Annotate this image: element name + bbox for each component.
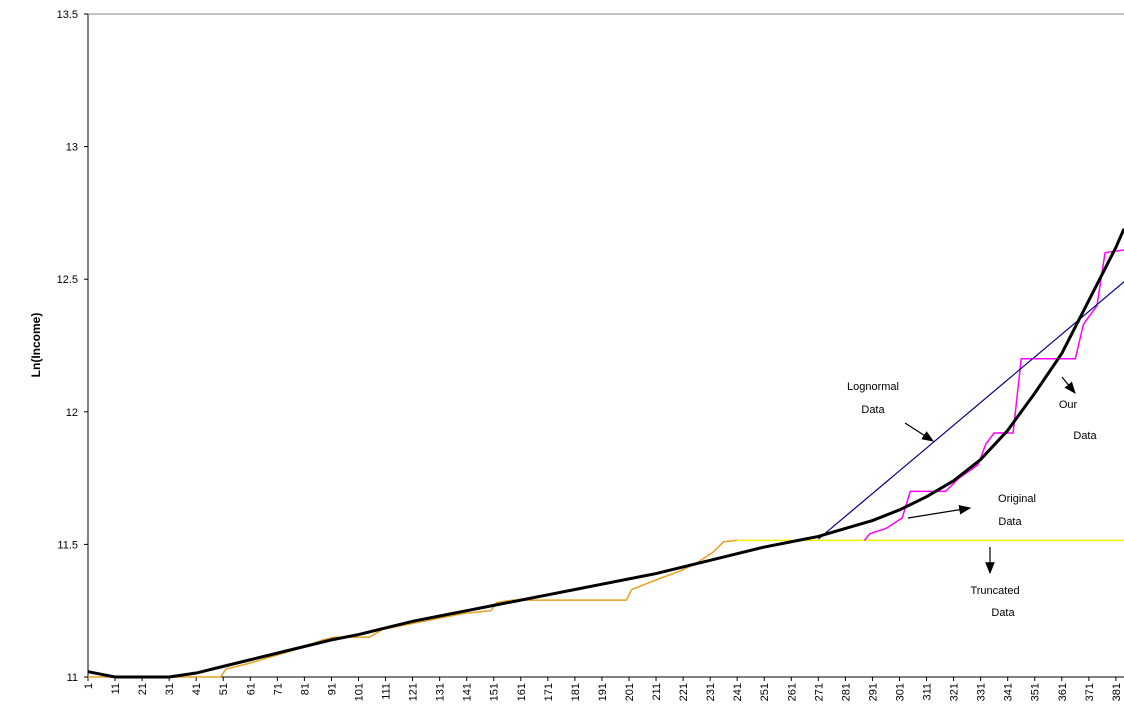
x-tick-label: 101 [353,683,365,701]
x-tick-label: 311 [922,683,934,701]
x-tick-label: 211 [651,683,663,701]
x-tick-label: 111 [381,683,393,700]
y-tick-label: 12 [66,407,78,419]
x-tick-label: 81 [299,683,311,695]
x-tick-label: 191 [597,683,609,701]
x-tick-label: 151 [489,683,501,701]
x-tick-label: 351 [1030,683,1042,701]
annotation: Data [991,607,1015,619]
x-tick-label: 251 [759,683,771,701]
x-tick-label: 271 [813,683,825,701]
x-tick-label: 231 [705,683,717,701]
x-tick-label: 61 [245,683,257,695]
annotation: Data [998,516,1022,528]
x-tick-label: 141 [462,683,474,701]
x-tick-label: 381 [1111,683,1123,701]
x-tick-label: 171 [543,683,555,701]
x-tick-label: 241 [732,683,744,701]
annotation: Original [998,493,1036,505]
x-tick-label: 31 [164,683,176,695]
x-tick-label: 21 [137,683,149,695]
x-tick-label: 71 [272,683,284,695]
series-line [863,249,1124,541]
x-tick-label: 371 [1084,683,1096,701]
x-tick-label: 321 [949,683,961,701]
x-tick-label: 131 [435,683,447,701]
x-tick-label: 331 [976,683,988,701]
x-tick-label: 291 [867,683,879,701]
annotation: Lognormal [847,381,899,393]
y-tick-label: 12.5 [57,274,78,286]
annotation: Truncated [970,585,1019,597]
arrow [907,504,972,519]
x-tick-label: 51 [218,683,230,695]
series-line [817,281,1124,540]
x-tick-label: 91 [326,683,338,695]
x-tick-label: 11 [110,683,122,694]
x-tick-label: 361 [1057,683,1069,701]
series-line [88,539,738,678]
x-tick-label: 161 [516,683,528,701]
series-line [87,228,1124,679]
arrow [904,422,935,442]
x-tick-label: 41 [191,683,203,695]
x-tick-label: 1 [83,683,95,689]
x-tick-label: 221 [678,683,690,701]
x-tick-label: 301 [894,683,906,701]
y-tick-label: 13.5 [57,9,78,21]
y-tick-label: 11 [67,672,78,684]
x-tick-label: 341 [1003,683,1015,701]
y-tick-label: 13 [66,142,78,154]
annotation: Our [1059,399,1078,411]
y-axis-label: Ln(Income) [29,313,43,378]
annotation-arrows [904,376,1076,575]
x-tick-label: 281 [840,683,852,701]
x-tick-label: 181 [570,683,582,701]
y-tick-label: 11.5 [57,539,78,551]
x-tick-label: 121 [408,683,420,701]
annotation: Data [1073,430,1097,442]
arrow [1061,376,1076,394]
x-tick-label: 201 [624,683,636,701]
x-tick-label: 261 [786,683,798,701]
annotation: Data [861,404,885,416]
